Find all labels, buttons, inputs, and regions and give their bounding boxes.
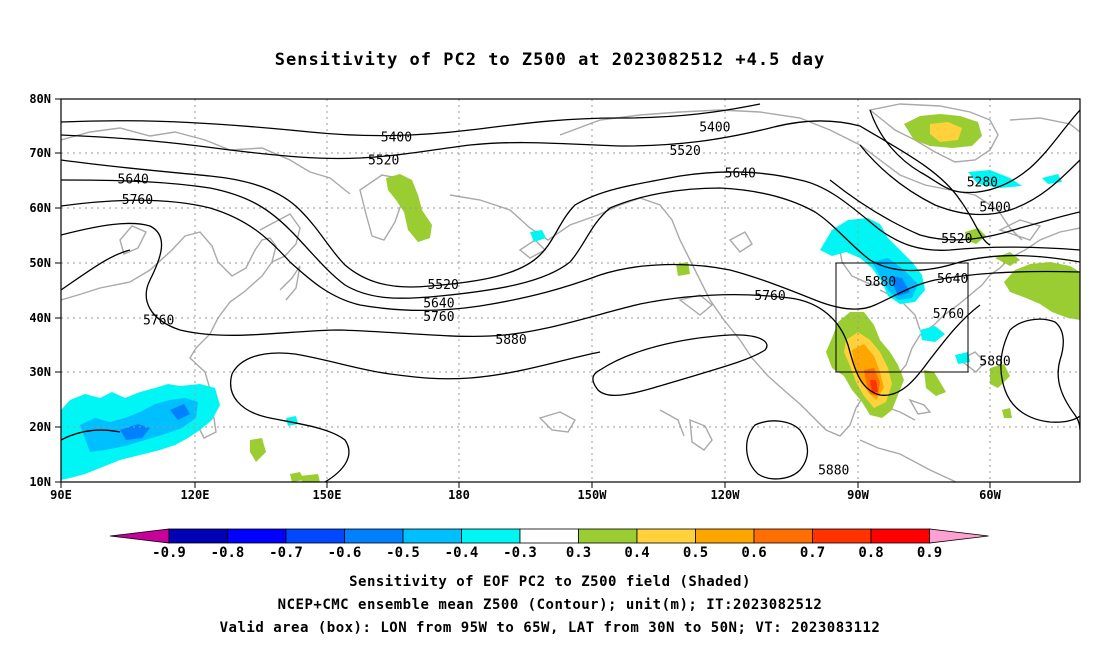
lon-tick-label: 90W <box>847 488 869 502</box>
colorbar-swatch <box>695 528 755 544</box>
colorbar-label: 0.6 <box>741 545 766 561</box>
chart-title: Sensitivity of PC2 to Z500 at 2023082512… <box>274 50 826 70</box>
colorbar-label: -0.5 <box>386 545 420 561</box>
lat-tick-label: 70N <box>29 146 51 160</box>
colorbar-swatch <box>285 528 345 544</box>
contour-label: 5520 <box>427 278 458 293</box>
colorbar-label: -0.8 <box>211 545 245 561</box>
colorbar-over-arrow <box>929 528 989 544</box>
lat-tick-label: 10N <box>29 475 51 489</box>
lat-tick-label: 20N <box>29 420 51 434</box>
colorbar-label: -0.4 <box>445 545 479 561</box>
contour-label: 5880 <box>818 464 849 479</box>
colorbar-label: 0.8 <box>858 545 883 561</box>
contour-label: 5880 <box>865 275 896 290</box>
colorbar-label: 0.7 <box>800 545 825 561</box>
contour-label: 5520 <box>941 232 972 247</box>
colorbar-label: 0.4 <box>624 545 649 561</box>
contour-label: 5760 <box>933 307 964 322</box>
z500-contours <box>61 103 1080 482</box>
colorbar-swatch <box>636 528 696 544</box>
contour-label: 5760 <box>122 193 153 208</box>
caption-line-2: NCEP+CMC ensemble mean Z500 (Contour); u… <box>277 597 823 613</box>
lat-tick-label: 60N <box>29 201 51 215</box>
lat-tick-label: 80N <box>29 92 51 106</box>
colorbar-label: -0.6 <box>328 545 362 561</box>
colorbar-swatch <box>402 528 462 544</box>
contour-label: 5880 <box>979 355 1010 370</box>
contour-label: 5760 <box>143 314 174 329</box>
colorbar-swatch <box>461 528 521 544</box>
graticule <box>61 99 1080 482</box>
caption-line-1: Sensitivity of EOF PC2 to Z500 field (Sh… <box>349 574 751 590</box>
colorbar-swatch <box>227 528 287 544</box>
colorbar-label: -0.7 <box>269 545 303 561</box>
lon-tick-label: 60W <box>979 488 1001 502</box>
colorbar-swatch <box>519 528 579 544</box>
contour-label: 5760 <box>423 310 454 325</box>
lon-tick-label: 150W <box>578 488 608 502</box>
contour-label: 5760 <box>754 289 785 304</box>
valid-area-box <box>835 262 969 373</box>
map-frame <box>60 98 1081 483</box>
lon-tick-label: 120W <box>711 488 741 502</box>
contour-label: 5520 <box>368 153 399 168</box>
colorbar-swatch <box>344 528 404 544</box>
contour-label: 5400 <box>699 121 730 136</box>
colorbar-swatch <box>578 528 638 544</box>
axis-ticks <box>55 98 991 488</box>
lon-tick-label: 180 <box>448 488 470 502</box>
lat-tick-label: 30N <box>29 365 51 379</box>
contour-label: 5640 <box>423 297 454 312</box>
lon-tick-label: 90E <box>50 488 72 502</box>
colorbar-swatch <box>753 528 813 544</box>
lat-tick-label: 40N <box>29 311 51 325</box>
colorbar-under-arrow <box>109 528 170 544</box>
colorbar-label: 0.5 <box>683 545 708 561</box>
colorbar-label: 0.9 <box>917 545 942 561</box>
contour-label: 5400 <box>381 130 412 145</box>
contour-label: 5640 <box>725 167 756 182</box>
contour-label: 5880 <box>495 333 526 348</box>
lon-tick-labels: 90E 120E 150E 180 150W 120W 90W 60W <box>50 488 1001 502</box>
colorbar-swatch <box>812 528 872 544</box>
colorbar-label: -0.9 <box>152 545 186 561</box>
contour-label: 5400 <box>979 200 1010 215</box>
coastlines <box>61 103 1080 482</box>
colorbar-swatch <box>870 528 930 544</box>
caption-line-3: Valid area (box): LON from 95W to 65W, L… <box>219 620 881 636</box>
colorbar: -0.9 -0.8 -0.7 -0.6 -0.5 -0.4 -0.3 0.3 0.4 0.5 0.6… <box>109 528 989 561</box>
contour-label: 5280 <box>967 175 998 190</box>
colorbar-label: 0.3 <box>566 545 591 561</box>
contour-label: 5640 <box>118 173 149 188</box>
positive-region-atlantic <box>1004 262 1080 320</box>
colorbar-swatch <box>168 528 228 544</box>
lon-tick-label: 150E <box>313 488 342 502</box>
colorbar-label: -0.3 <box>503 545 537 561</box>
contour-label: 5520 <box>669 144 700 159</box>
contour-label: 5640 <box>937 272 968 287</box>
lat-tick-label: 50N <box>29 256 51 270</box>
lat-tick-labels: 10N 20N 30N 40N 50N 60N 70N 80N <box>29 92 51 489</box>
lon-tick-label: 120E <box>181 488 210 502</box>
